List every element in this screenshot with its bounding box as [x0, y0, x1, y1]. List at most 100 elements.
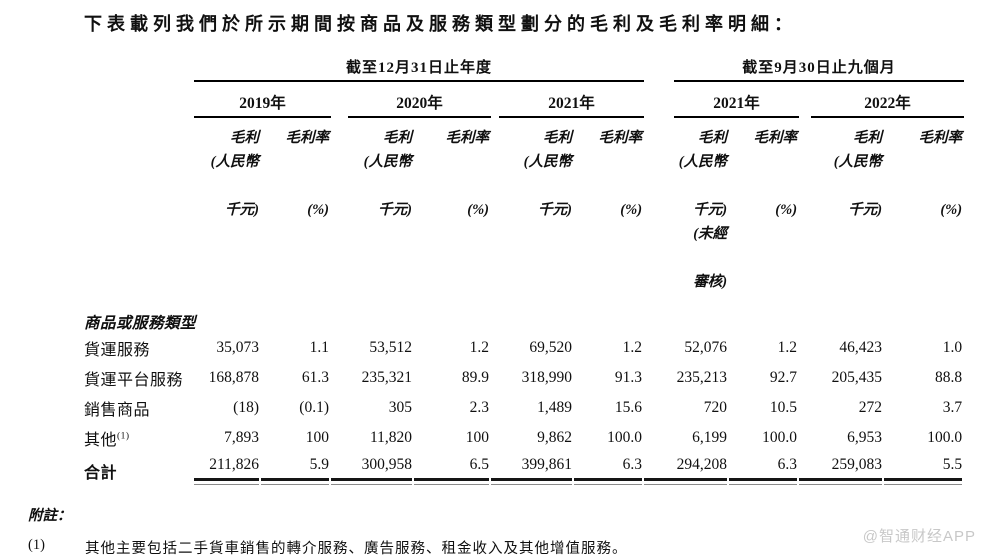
column-subheader: 毛利 (人民幣 千元)	[363, 130, 412, 218]
value-cell: 88.8	[934, 369, 963, 386]
year-header: 2019年	[194, 82, 331, 118]
value-cell: 168,878	[208, 369, 259, 386]
column-subheader: 毛利 (人民幣 千元)	[833, 130, 883, 218]
column-subheader: 毛利 (人民幣 千元) (未經 審核)	[678, 130, 728, 290]
year-header-label: 2020年	[348, 82, 491, 118]
period-group-9m-label: 截至9月30日止九個月	[674, 56, 965, 82]
value-cell: 61.3	[301, 369, 329, 386]
value-cell: 2.3	[469, 399, 489, 416]
value-cell: 6,199	[692, 429, 728, 446]
table-row: 貨運服務 35,073 1.1 53,512 1.2 69,520 1.2 52,076 1.2…	[84, 333, 964, 363]
label-column-spacer	[84, 50, 194, 82]
period-group-row: 截至12月31日止年度 截至9月30日止九個月	[84, 50, 965, 82]
value-cell: 91.3	[614, 369, 643, 386]
value-cell: 1.0	[942, 339, 963, 356]
value-cell: 272	[858, 399, 883, 416]
table-row: 合計 211,826 5.9 300,958 6.5 399,861 6.3 294,208 6…	[84, 453, 964, 488]
period-group-fy-label: 截至12月31日止年度	[194, 56, 645, 82]
total-double-rule	[194, 478, 259, 485]
total-double-rule	[414, 478, 489, 485]
total-value-cell: 399,861	[491, 453, 574, 488]
value-cell: 1.2	[622, 339, 643, 356]
total-value-cell: 5.5	[884, 453, 964, 488]
total-value-cell: 211,826	[194, 453, 261, 488]
year-header-label: 2021年	[499, 82, 645, 118]
value-cell: (18)	[233, 399, 259, 416]
total-value-cell: 5.9	[261, 453, 331, 488]
label-column-spacer	[84, 82, 194, 118]
footnotes: 附註： (1) 其他主要包括二手貨車銷售的轉介服務、廣告服務、租金收入及其他增值…	[28, 504, 996, 558]
value-cell: 100.0	[762, 429, 798, 446]
total-double-rule	[261, 478, 329, 485]
label-column-spacer	[84, 118, 194, 294]
value-cell: 92.7	[769, 369, 798, 386]
value-cell: 235,321	[361, 369, 412, 386]
total-double-rule	[729, 478, 798, 485]
total-double-rule	[799, 478, 883, 485]
value-cell: (0.1)	[299, 399, 329, 416]
value-cell: 1.2	[469, 339, 489, 356]
year-header-label: 2021年	[674, 82, 800, 118]
table-row: 銷售商品 (18) (0.1) 305 2.3 1,489 15.6 720 10.5 272 3.…	[84, 393, 964, 423]
value-cell: 6,953	[847, 429, 883, 446]
year-header: 2020年	[331, 82, 491, 118]
value-cell: 35,073	[216, 339, 259, 356]
column-subheader: 毛利率 (%)	[598, 130, 643, 218]
total-value-cell: 259,083	[799, 453, 884, 488]
section-header: 商品或服務類型	[84, 315, 197, 332]
row-label: 貨運服務	[84, 342, 151, 359]
footnote-reference: (1)	[117, 431, 130, 442]
value-cell: 318,990	[521, 369, 572, 386]
value-cell: 7,893	[224, 429, 259, 446]
footnote-item: (1) 其他主要包括二手貨車銷售的轉介服務、廣告服務、租金收入及其他增值服務。	[28, 537, 996, 558]
row-label: 其他(1)	[84, 431, 130, 449]
value-cell: 100.0	[927, 429, 963, 446]
row-label: 貨運平台服務	[84, 372, 184, 389]
value-cell: 305	[388, 399, 412, 416]
column-subheader: 毛利率 (%)	[285, 130, 330, 218]
total-double-rule	[644, 478, 728, 485]
total-value-cell: 6.3	[729, 453, 799, 488]
value-cell: 89.9	[461, 369, 489, 386]
value-cell: 10.5	[769, 399, 798, 416]
value-cell: 1.2	[777, 339, 798, 356]
page-title: 下表載列我們於所示期間按商品及服務類型劃分的毛利及毛利率明細：	[84, 14, 797, 34]
year-header: 2021年	[644, 82, 800, 118]
table-row: 其他(1) 7,893 100 11,820 100 9,862 100.0 6,199 100…	[84, 423, 964, 453]
value-cell: 720	[703, 399, 728, 416]
total-double-rule	[884, 478, 963, 485]
value-cell: 100.0	[607, 429, 643, 446]
period-group-9m: 截至9月30日止九個月	[644, 50, 965, 82]
document-page: 下表載列我們於所示期間按商品及服務類型劃分的毛利及毛利率明細： 截至12月31日…	[0, 10, 996, 558]
value-cell: 69,520	[529, 339, 572, 356]
gross-profit-table: 截至12月31日止年度 截至9月30日止九個月 2019年 2020年 2021年 2…	[84, 50, 965, 488]
column-subheader-row: 毛利 (人民幣 千元) 毛利率 (%) 毛利 (人民幣 千元) 毛利率 (%) 毛利 (人民幣…	[84, 118, 964, 294]
value-cell: 53,512	[369, 339, 412, 356]
year-header: 2022年	[799, 82, 965, 118]
row-label: 合計	[84, 464, 118, 482]
footnote-marker: (1)	[28, 537, 45, 553]
column-subheader: 毛利率 (%)	[445, 130, 490, 218]
value-cell: 205,435	[831, 369, 883, 386]
value-cell: 46,423	[839, 339, 883, 356]
footnote-text: 其他主要包括二手貨車銷售的轉介服務、廣告服務、租金收入及其他增值服務。	[85, 541, 628, 557]
value-cell: 11,820	[369, 429, 412, 446]
value-cell: 9,862	[537, 429, 572, 446]
value-cell: 100	[465, 429, 489, 446]
column-subheader: 毛利 (人民幣 千元)	[210, 130, 259, 218]
total-double-rule	[491, 478, 572, 485]
section-header-row: 商品或服務類型	[84, 294, 964, 333]
column-subheader: 毛利率 (%)	[753, 130, 798, 218]
year-header-label: 2019年	[194, 82, 331, 118]
value-cell: 1.1	[309, 339, 329, 356]
table-row: 貨運平台服務 168,878 61.3 235,321 89.9 318,990 91.3 2…	[84, 363, 964, 393]
value-cell: 3.7	[942, 399, 963, 416]
value-cell: 100	[305, 429, 329, 446]
value-cell: 52,076	[684, 339, 728, 356]
watermark: @智通财经APP	[862, 528, 976, 545]
value-cell: 15.6	[614, 399, 643, 416]
total-value-cell: 294,208	[644, 453, 729, 488]
year-header-row: 2019年 2020年 2021年 2021年 2022年	[84, 82, 965, 118]
value-cell: 235,213	[676, 369, 728, 386]
total-value-cell: 300,958	[331, 453, 414, 488]
